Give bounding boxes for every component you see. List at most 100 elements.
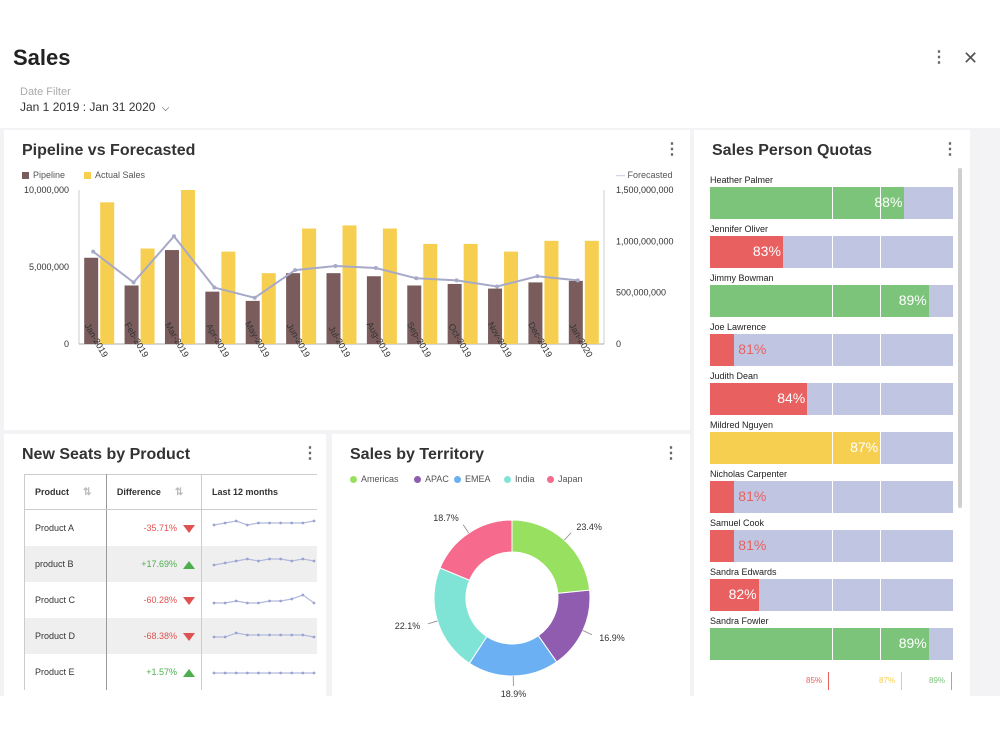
header-product[interactable]: Product ⇅	[24, 474, 107, 510]
quota-bar[interactable]: 81%	[710, 530, 953, 562]
forecasted-point	[333, 263, 338, 268]
quota-bar-fill	[710, 432, 881, 464]
legend-forecasted[interactable]: — Forecasted	[616, 170, 673, 180]
sparkline-point	[301, 593, 305, 597]
difference-cell: -35.71%	[106, 509, 203, 546]
sparkline	[212, 593, 316, 605]
quota-person-name: Joe Lawrence	[710, 322, 767, 332]
quota-threshold-line	[880, 432, 882, 464]
pipeline-bar	[528, 282, 543, 344]
quota-bar[interactable]: 89%	[710, 285, 953, 317]
pipeline-bar	[407, 285, 422, 344]
quota-threshold-line	[880, 530, 882, 562]
sparkline-point	[257, 633, 260, 637]
quota-threshold-line	[880, 334, 882, 366]
quotas-scrollbar[interactable]	[958, 168, 962, 508]
legend-emea[interactable]: EMEA	[454, 474, 491, 484]
table-row[interactable]: Product D -68.38%	[24, 618, 317, 654]
seats-panel: New Seats by Product ⋮ Product ⇅ Differen…	[4, 434, 326, 696]
trend-down-icon	[183, 524, 195, 533]
sparkline-point	[234, 559, 238, 563]
right-tick-label: 1,000,000,000	[616, 236, 674, 246]
sparkline-point	[245, 601, 249, 605]
header-difference[interactable]: Difference ⇅	[106, 474, 203, 510]
right-tick-label: 0	[616, 339, 621, 349]
territory-menu-icon[interactable]: ⋮	[663, 445, 679, 462]
actual-sales-bar	[342, 225, 357, 344]
quota-threshold-line	[831, 285, 833, 317]
sparkline	[212, 631, 316, 639]
actual-sales-bar	[463, 243, 478, 344]
sparkline-point	[290, 671, 294, 675]
pipeline-panel: Pipeline vs Forecasted ⋮ Pipeline Actual…	[4, 130, 690, 430]
sparkline-point	[268, 633, 271, 637]
sparkline-point	[245, 671, 249, 675]
dashboard-menu-icon[interactable]: ⋮	[931, 49, 947, 66]
legend-pipeline[interactable]: Pipeline	[22, 170, 65, 180]
pipeline-bar	[366, 276, 381, 344]
forecasted-point	[171, 234, 176, 239]
sort-icon[interactable]: ⇅	[174, 486, 184, 498]
sparkline-point	[279, 557, 283, 561]
quotas-panel: Sales Person Quotas ⋮ Heather Palmer 88% J…	[694, 130, 970, 696]
chevron-down-icon: ⌵	[161, 103, 170, 114]
quota-threshold-line	[880, 628, 882, 660]
date-filter-dropdown[interactable]: Jan 1 2019 : Jan 31 2020 ⌵	[20, 100, 169, 114]
sparkline-point	[234, 599, 238, 603]
sort-icon[interactable]: ⇅	[83, 486, 92, 498]
quota-bar[interactable]: 87%	[710, 432, 953, 464]
donut-data-label: 18.7%	[433, 513, 459, 523]
table-row[interactable]: Product E +1.57%	[24, 654, 318, 690]
legend-americas[interactable]: Americas	[350, 474, 399, 484]
forecasted-point	[131, 280, 136, 285]
threshold-marker-icon	[901, 672, 903, 690]
legend-actual-sales[interactable]: Actual Sales	[84, 170, 145, 180]
sparkline-cell	[201, 546, 317, 582]
seats-menu-icon[interactable]: ⋮	[302, 445, 318, 462]
sparkline-cell	[201, 618, 317, 654]
table-row[interactable]: Product A -35.71%	[24, 509, 318, 546]
difference-value: +17.69%	[141, 559, 177, 569]
trend-down-icon	[183, 596, 195, 605]
quota-bar[interactable]: 88%	[710, 187, 953, 219]
table-row[interactable]: product B +17.69%	[24, 546, 317, 582]
donut-slice	[439, 519, 513, 581]
quota-bar[interactable]: 89%	[710, 628, 953, 660]
sparkline-point	[257, 601, 260, 605]
quotas-menu-icon[interactable]: ⋮	[942, 141, 958, 158]
sparkline	[212, 557, 316, 567]
quota-threshold-line	[831, 236, 833, 268]
pipeline-swatch-icon	[22, 172, 29, 180]
quota-bar[interactable]: 83%	[710, 236, 953, 268]
page-title: Sales	[13, 45, 71, 70]
quota-percent: 89%	[898, 635, 927, 651]
legend-apac[interactable]: APAC	[414, 474, 449, 484]
quota-threshold-line	[831, 383, 833, 415]
quota-percent: 89%	[898, 292, 927, 308]
legend-japan[interactable]: Japan	[547, 474, 583, 484]
sparkline-point	[212, 671, 216, 675]
quota-bar[interactable]: 82%	[710, 579, 953, 611]
forecasted-point	[495, 284, 500, 289]
donut-leader-line	[427, 620, 438, 625]
pipeline-menu-icon[interactable]: ⋮	[664, 141, 680, 158]
quota-bar[interactable]: 81%	[710, 481, 953, 513]
quota-bar[interactable]: 84%	[710, 383, 953, 415]
dashboard-header: Sales ⋮ ✕ Date Filter Jan 1 2019 : Jan 3…	[0, 40, 1000, 128]
sparkline-point	[301, 671, 305, 675]
legend-dot-icon	[454, 476, 461, 484]
actual-sales-bar	[382, 228, 397, 344]
quota-bar-fill	[710, 334, 735, 366]
close-icon[interactable]: ✕	[963, 48, 979, 68]
quota-bar[interactable]: 81%	[710, 334, 953, 366]
quota-threshold-line	[831, 481, 833, 513]
quota-bar-fill	[710, 628, 929, 660]
quota-threshold-line	[831, 628, 833, 660]
sparkline-cell	[202, 582, 318, 618]
quota-threshold-line	[831, 334, 833, 366]
seats-table: Product ⇅ Difference ⇅ Last 12 months Prod…	[24, 474, 317, 690]
table-row[interactable]: Product C -60.28%	[24, 582, 318, 618]
forecasted-point	[293, 268, 298, 273]
sparkline-point	[223, 635, 227, 639]
legend-india[interactable]: India	[504, 474, 535, 484]
